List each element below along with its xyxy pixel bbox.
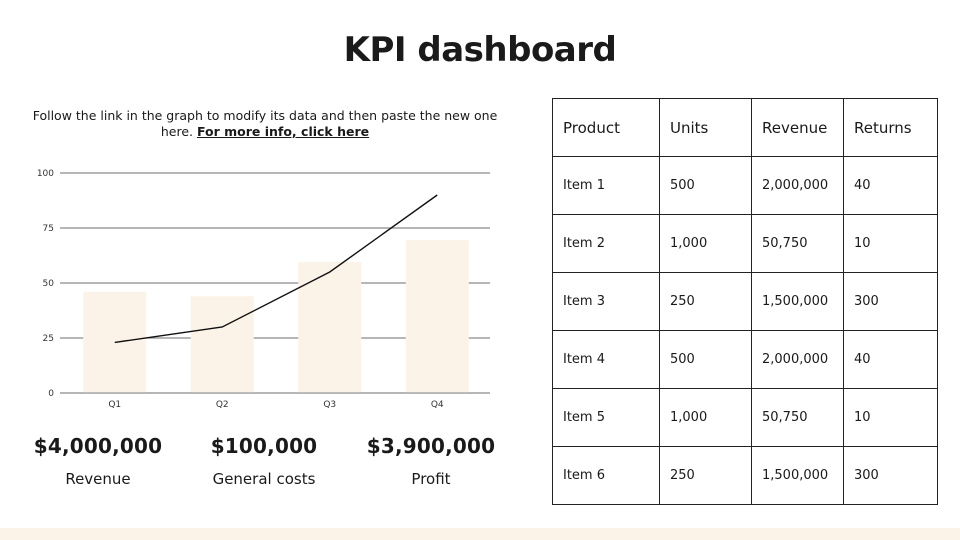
kpi-label: Profit [411, 470, 451, 488]
page-title: KPI dashboard [343, 30, 617, 70]
trend-line [114, 194, 438, 344]
header-revenue: Revenue [751, 98, 844, 157]
cell-product: Item 5 [552, 388, 660, 447]
x-tick-label: Q4 [431, 400, 444, 410]
chart-canvas: 0 25 50 75 100 Q1 Q2 Q3 Q4 [37, 169, 490, 410]
cell-units: 1,000 [659, 388, 752, 447]
y-tick-label: 25 [43, 334, 54, 344]
cell-product: Item 3 [552, 272, 660, 331]
table-header-row: Product Units Revenue Returns [552, 98, 938, 157]
cell-units: 500 [659, 330, 752, 389]
footer-band [0, 528, 960, 540]
y-tick-label: 0 [48, 389, 54, 399]
x-tick-label: Q3 [323, 400, 336, 410]
cell-product: Item 4 [552, 330, 660, 389]
kpi-profit: $3,900,000 Profit [351, 434, 511, 488]
bar-q2 [190, 296, 254, 393]
cell-revenue: 50,750 [751, 214, 844, 273]
bar-q4 [405, 240, 469, 393]
kpi-label: Revenue [65, 470, 131, 488]
cell-revenue: 1,500,000 [751, 272, 844, 331]
product-table: Product Units Revenue Returns Item 1 500… [552, 98, 938, 505]
bar-q3 [298, 262, 362, 393]
cell-revenue: 1,500,000 [751, 446, 844, 505]
kpi-revenue: $4,000,000 Revenue [18, 434, 178, 488]
kpi-value: $4,000,000 [33, 434, 163, 458]
cell-units: 250 [659, 446, 752, 505]
cell-returns: 300 [843, 446, 938, 505]
cell-units: 250 [659, 272, 752, 331]
kpi-chart[interactable]: 0 25 50 75 100 Q1 Q2 Q3 Q4 [30, 160, 500, 415]
y-tick-label: 100 [37, 169, 54, 179]
table-row: Item 2 1,000 50,750 10 [552, 214, 938, 273]
cell-product: Item 2 [552, 214, 660, 273]
table-row: Item 4 500 2,000,000 40 [552, 330, 938, 389]
cell-units: 500 [659, 156, 752, 215]
header-units: Units [659, 98, 752, 157]
kpi-general-costs: $100,000 General costs [184, 434, 344, 488]
kpi-label: General costs [212, 470, 316, 488]
y-tick-label: 75 [43, 224, 54, 234]
table-row: Item 1 500 2,000,000 40 [552, 156, 938, 215]
header-product: Product [552, 98, 660, 157]
cell-product: Item 6 [552, 446, 660, 505]
kpi-value: $100,000 [210, 434, 318, 458]
cell-returns: 40 [843, 156, 938, 215]
cell-units: 1,000 [659, 214, 752, 273]
cell-product: Item 1 [552, 156, 660, 215]
cell-revenue: 2,000,000 [751, 156, 844, 215]
cell-returns: 300 [843, 272, 938, 331]
table-row: Item 6 250 1,500,000 300 [552, 446, 938, 505]
cell-revenue: 2,000,000 [751, 330, 844, 389]
x-tick-label: Q1 [108, 400, 121, 410]
table-row: Item 5 1,000 50,750 10 [552, 388, 938, 447]
more-info-link[interactable]: For more info, click here [196, 124, 370, 139]
x-tick-label: Q2 [216, 400, 229, 410]
cell-returns: 10 [843, 388, 938, 447]
header-returns: Returns [843, 98, 938, 157]
table-row: Item 3 250 1,500,000 300 [552, 272, 938, 331]
cell-returns: 10 [843, 214, 938, 273]
instructions-text: Follow the link in the graph to modify i… [32, 108, 498, 139]
chart-instructions: Follow the link in the graph to modify i… [30, 108, 500, 140]
cell-revenue: 50,750 [751, 388, 844, 447]
y-tick-label: 50 [43, 279, 55, 289]
cell-returns: 40 [843, 330, 938, 389]
kpi-value: $3,900,000 [366, 434, 496, 458]
